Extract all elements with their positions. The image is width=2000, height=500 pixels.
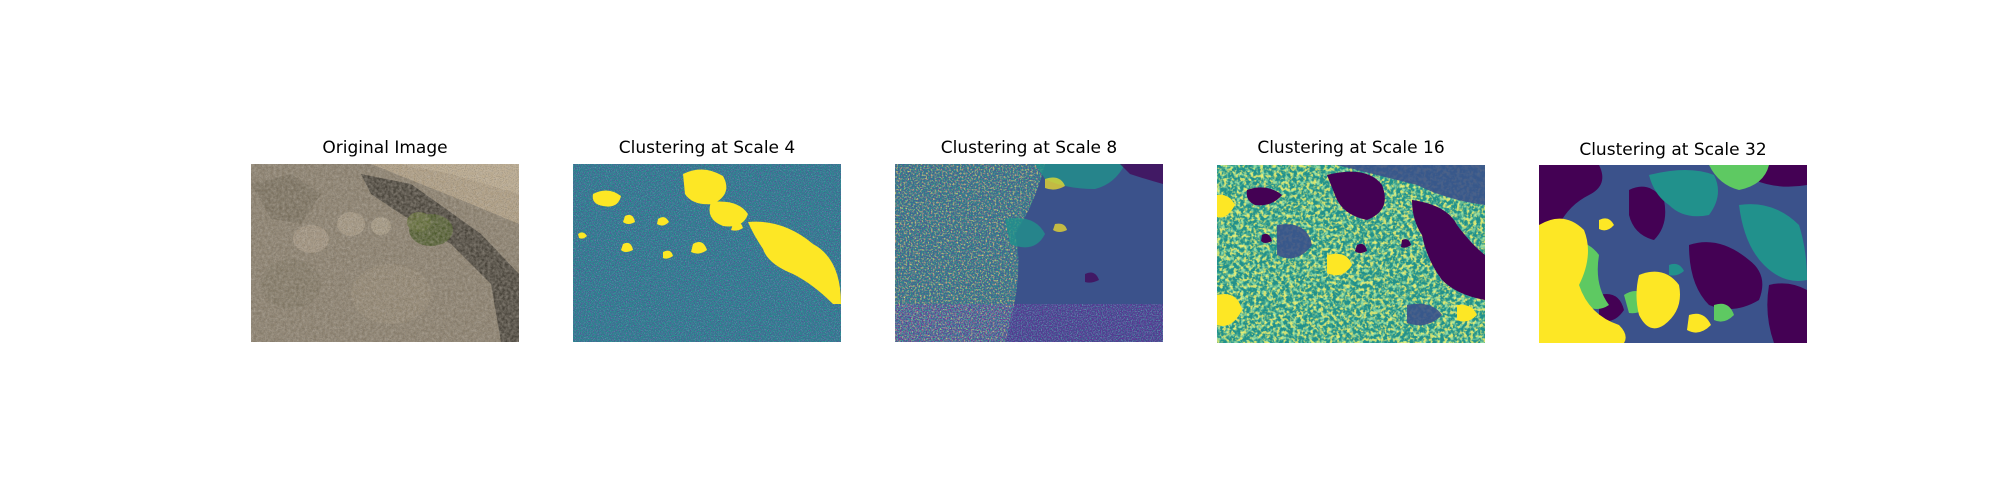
cluster-map-scale-8 [895, 164, 1163, 342]
panel-title: Clustering at Scale 32 [1579, 140, 1767, 160]
cluster-map-scale-16 [1217, 165, 1485, 343]
panel-title: Clustering at Scale 4 [618, 138, 796, 158]
panel-title: Clustering at Scale 8 [940, 138, 1118, 158]
cluster-map-scale-4 [573, 164, 841, 342]
panel-title: Original Image [322, 138, 448, 158]
panel-title: Clustering at Scale 16 [1257, 138, 1445, 158]
original-image [251, 164, 519, 342]
cluster-map-scale-32 [1539, 165, 1807, 343]
